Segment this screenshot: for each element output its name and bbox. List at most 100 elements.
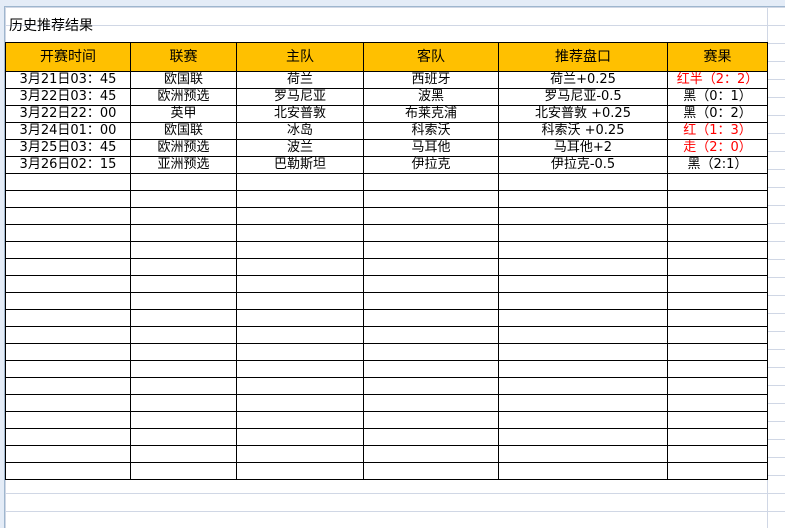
empty-cell[interactable]	[130, 394, 237, 412]
cell-time[interactable]: 3月22日22：00	[5, 105, 131, 123]
empty-cell[interactable]	[363, 207, 499, 225]
empty-cell[interactable]	[130, 258, 237, 276]
cell-league[interactable]: 欧国联	[130, 71, 237, 89]
empty-cell[interactable]	[363, 411, 499, 429]
empty-cell[interactable]	[5, 462, 131, 480]
cell-result[interactable]: 红半（2：2）	[667, 71, 768, 89]
cell-away[interactable]: 布莱克浦	[363, 105, 499, 123]
empty-cell[interactable]	[498, 445, 668, 463]
empty-cell[interactable]	[363, 360, 499, 378]
empty-cell[interactable]	[5, 326, 131, 344]
cell-league[interactable]: 亚洲预选	[130, 156, 237, 174]
cell-result[interactable]: 黑（0：1）	[667, 88, 768, 106]
empty-cell[interactable]	[130, 411, 237, 429]
empty-cell[interactable]	[363, 190, 499, 208]
empty-cell[interactable]	[5, 309, 131, 327]
cell-pick[interactable]: 马耳他+2	[498, 139, 668, 157]
empty-cell[interactable]	[130, 292, 237, 310]
empty-cell[interactable]	[363, 462, 499, 480]
header-league[interactable]: 联赛	[130, 42, 237, 72]
empty-cell[interactable]	[363, 343, 499, 361]
cell-away[interactable]: 波黑	[363, 88, 499, 106]
cell-away[interactable]: 伊拉克	[363, 156, 499, 174]
empty-cell[interactable]	[236, 411, 364, 429]
header-result[interactable]: 赛果	[667, 42, 768, 72]
empty-cell[interactable]	[667, 343, 768, 361]
empty-cell[interactable]	[130, 173, 237, 191]
cell-pick[interactable]: 北安普敦 +0.25	[498, 105, 668, 123]
empty-cell[interactable]	[498, 275, 668, 293]
cell-away[interactable]: 科索沃	[363, 122, 499, 140]
cell-home[interactable]: 北安普敦	[236, 105, 364, 123]
empty-cell[interactable]	[498, 292, 668, 310]
empty-cell[interactable]	[667, 275, 768, 293]
empty-cell[interactable]	[667, 377, 768, 395]
empty-cell[interactable]	[236, 275, 364, 293]
empty-cell[interactable]	[5, 207, 131, 225]
empty-cell[interactable]	[130, 190, 237, 208]
empty-cell[interactable]	[236, 207, 364, 225]
empty-cell[interactable]	[667, 445, 768, 463]
empty-cell[interactable]	[130, 377, 237, 395]
empty-cell[interactable]	[498, 326, 668, 344]
empty-cell[interactable]	[130, 428, 237, 446]
empty-cell[interactable]	[667, 394, 768, 412]
empty-cell[interactable]	[363, 258, 499, 276]
empty-cell[interactable]	[5, 258, 131, 276]
empty-cell[interactable]	[498, 377, 668, 395]
empty-cell[interactable]	[363, 275, 499, 293]
cell-away[interactable]: 西班牙	[363, 71, 499, 89]
empty-cell[interactable]	[236, 326, 364, 344]
empty-cell[interactable]	[498, 207, 668, 225]
header-home[interactable]: 主队	[236, 42, 364, 72]
empty-cell[interactable]	[498, 309, 668, 327]
empty-cell[interactable]	[236, 428, 364, 446]
cell-pick[interactable]: 罗马尼亚-0.5	[498, 88, 668, 106]
empty-cell[interactable]	[498, 173, 668, 191]
empty-cell[interactable]	[498, 428, 668, 446]
empty-cell[interactable]	[363, 445, 499, 463]
column-header-bar[interactable]	[0, 0, 785, 7]
empty-cell[interactable]	[363, 173, 499, 191]
empty-cell[interactable]	[667, 258, 768, 276]
cell-result[interactable]: 黑（2:1）	[667, 156, 768, 174]
empty-cell[interactable]	[363, 428, 499, 446]
empty-cell[interactable]	[5, 173, 131, 191]
empty-cell[interactable]	[236, 377, 364, 395]
empty-cell[interactable]	[498, 360, 668, 378]
empty-cell[interactable]	[667, 224, 768, 242]
empty-cell[interactable]	[667, 190, 768, 208]
empty-cell[interactable]	[5, 377, 131, 395]
empty-cell[interactable]	[667, 428, 768, 446]
empty-cell[interactable]	[130, 207, 237, 225]
cell-away[interactable]: 马耳他	[363, 139, 499, 157]
empty-cell[interactable]	[667, 207, 768, 225]
empty-cell[interactable]	[5, 343, 131, 361]
empty-cell[interactable]	[5, 292, 131, 310]
empty-cell[interactable]	[498, 394, 668, 412]
empty-cell[interactable]	[363, 326, 499, 344]
empty-cell[interactable]	[667, 309, 768, 327]
empty-cell[interactable]	[130, 275, 237, 293]
header-time[interactable]: 开赛时间	[5, 42, 131, 72]
empty-cell[interactable]	[5, 394, 131, 412]
cell-time[interactable]: 3月22日03：45	[5, 88, 131, 106]
empty-cell[interactable]	[498, 190, 668, 208]
empty-cell[interactable]	[130, 224, 237, 242]
empty-cell[interactable]	[498, 462, 668, 480]
cell-home[interactable]: 波兰	[236, 139, 364, 157]
empty-cell[interactable]	[130, 241, 237, 259]
empty-cell[interactable]	[5, 445, 131, 463]
empty-cell[interactable]	[130, 343, 237, 361]
empty-cell[interactable]	[236, 292, 364, 310]
cell-league[interactable]: 欧洲预选	[130, 88, 237, 106]
cell-league[interactable]: 欧洲预选	[130, 139, 237, 157]
empty-cell[interactable]	[5, 360, 131, 378]
empty-cell[interactable]	[667, 411, 768, 429]
empty-cell[interactable]	[498, 241, 668, 259]
header-away[interactable]: 客队	[363, 42, 499, 72]
empty-cell[interactable]	[363, 241, 499, 259]
empty-cell[interactable]	[498, 258, 668, 276]
empty-cell[interactable]	[667, 292, 768, 310]
empty-cell[interactable]	[130, 309, 237, 327]
